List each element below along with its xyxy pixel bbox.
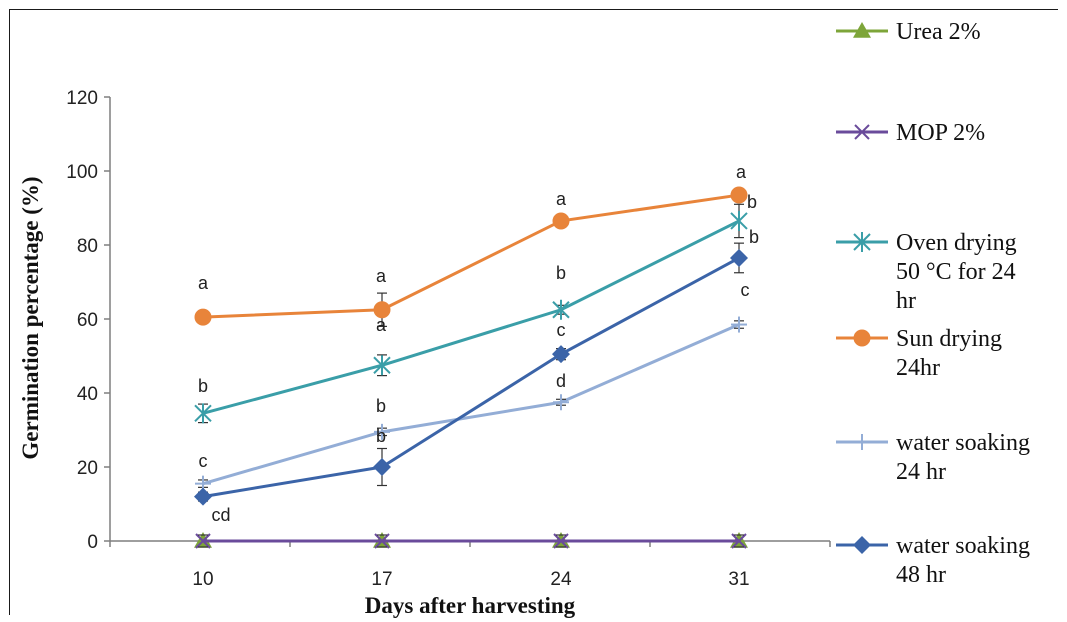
legend-label: Oven drying — [896, 230, 1017, 256]
legend-label: Urea 2% — [896, 19, 981, 45]
significance-letter: a — [736, 162, 747, 182]
legend-label: water soaking — [896, 533, 1030, 559]
legend-marker — [853, 232, 871, 252]
legend-label: hr — [896, 288, 916, 314]
series-line — [202, 193, 740, 319]
significance-letter: d — [556, 371, 566, 391]
data-point — [195, 533, 211, 549]
series-1 — [195, 533, 747, 549]
legend-label: water soaking — [896, 430, 1030, 456]
legend-item-1: MOP 2% — [836, 120, 985, 146]
series-5 — [194, 242, 748, 506]
significance-letter: b — [376, 396, 386, 416]
data-point — [194, 308, 212, 326]
data-point — [373, 458, 391, 476]
chart-frame — [9, 9, 1058, 615]
x-tick-label: 10 — [192, 569, 213, 590]
legend-label: MOP 2% — [896, 120, 985, 146]
series-3 — [194, 186, 748, 327]
significance-letter: c — [199, 451, 208, 471]
significance-letter: a — [376, 266, 387, 286]
significance-letter: cd — [211, 505, 230, 525]
data-point — [730, 210, 748, 231]
x-tick-label: 24 — [550, 569, 572, 590]
legend-label: 50 °C for 24 — [896, 259, 1016, 285]
significance-letter: a — [198, 273, 209, 293]
legend-item-5: water soaking 48 hr — [836, 533, 1030, 588]
y-tick-label: 40 — [77, 384, 98, 405]
data-point — [731, 533, 747, 549]
significance-letter: b — [749, 227, 759, 247]
data-point — [373, 301, 391, 319]
y-tick-label: 60 — [77, 310, 98, 331]
x-axis-title: Days after harvesting — [365, 593, 576, 618]
data-point — [731, 316, 747, 333]
legend-item-0: Urea 2% — [836, 19, 981, 45]
legend-marker — [853, 329, 871, 347]
significance-letter: b — [747, 192, 757, 212]
x-tick-label: 17 — [371, 569, 392, 590]
legend-label: 48 hr — [896, 562, 946, 588]
significance-letter: b — [556, 263, 566, 283]
x-tick-label: 31 — [728, 569, 749, 590]
data-point — [730, 186, 748, 204]
data-point — [552, 212, 570, 230]
y-tick-label: 20 — [77, 458, 98, 479]
y-tick-label: 80 — [77, 236, 98, 257]
data-point — [553, 394, 569, 411]
y-axis-title: Germination percentage (%) — [18, 176, 43, 459]
data-point — [194, 487, 212, 506]
data-point — [194, 403, 212, 424]
legend-label: 24 hr — [896, 459, 946, 485]
data-point — [374, 533, 390, 549]
series-line — [202, 219, 740, 415]
series-2 — [194, 203, 748, 424]
legend-item-3: Sun drying 24hr — [836, 326, 1002, 381]
significance-letter: a — [556, 189, 567, 209]
significance-letter: b — [376, 426, 386, 446]
significance-letter: b — [198, 376, 208, 396]
legend-marker — [853, 22, 871, 38]
y-tick-label: 100 — [66, 162, 98, 183]
series-line — [202, 256, 740, 499]
significance-letter: c — [557, 320, 566, 340]
y-tick-label: 120 — [66, 88, 98, 109]
significance-letter: c — [741, 280, 750, 300]
y-tick-label: 0 — [87, 532, 98, 553]
data-point — [552, 345, 570, 364]
legend-item-2: Oven drying 50 °C for 24 hr — [836, 230, 1017, 314]
data-point — [730, 248, 748, 267]
significance-letter: a — [376, 315, 387, 335]
legend-label: Sun drying — [896, 326, 1002, 352]
series-line — [202, 323, 740, 486]
data-point — [373, 355, 391, 376]
legend-item-4: water soaking 24 hr — [836, 430, 1030, 485]
data-point — [374, 423, 390, 440]
series-4 — [195, 316, 747, 492]
legend-marker — [854, 124, 870, 140]
data-point — [553, 533, 569, 549]
legend-label: 24hr — [896, 355, 940, 381]
data-point — [552, 299, 570, 320]
legend-marker — [853, 536, 871, 554]
legend-marker — [854, 434, 870, 450]
